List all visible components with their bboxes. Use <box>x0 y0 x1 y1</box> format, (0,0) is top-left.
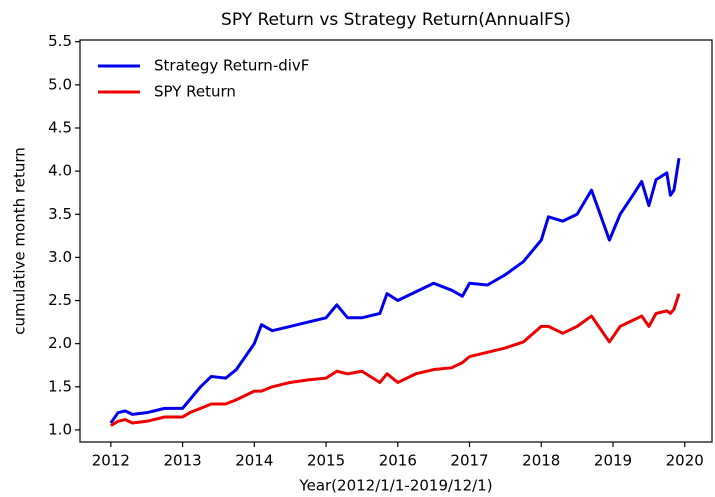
series-line <box>109 157 681 424</box>
y-tick-label: 3.5 <box>48 205 72 223</box>
y-tick-label: 1.0 <box>48 420 72 438</box>
y-tick-label: 5.5 <box>48 32 72 50</box>
x-tick-label: 2018 <box>522 452 560 470</box>
y-tick-label: 2.5 <box>48 291 72 309</box>
x-tick-label: 2019 <box>594 452 632 470</box>
y-tick-label: 1.5 <box>48 377 72 395</box>
legend-label: SPY Return <box>154 83 236 101</box>
y-tick-label: 3.0 <box>48 248 72 266</box>
y-tick-label: 4.0 <box>48 162 72 180</box>
x-axis-label: Year(2012/1/1-2019/12/1) <box>298 477 492 495</box>
series-line <box>110 293 681 427</box>
y-tick-label: 5.0 <box>48 75 72 93</box>
x-tick-label: 2016 <box>379 452 417 470</box>
x-tick-label: 2012 <box>92 452 130 470</box>
y-tick-label: 4.5 <box>48 118 72 136</box>
x-tick-label: 2015 <box>307 452 345 470</box>
x-tick-label: 2020 <box>666 452 704 470</box>
x-tick-label: 2013 <box>163 452 201 470</box>
y-axis-label: cumulative month return <box>11 147 29 334</box>
x-tick-label: 2014 <box>235 452 273 470</box>
y-tick-label: 2.0 <box>48 334 72 352</box>
x-tick-label: 2017 <box>450 452 488 470</box>
chart-title: SPY Return vs Strategy Return(AnnualFS) <box>221 10 571 30</box>
legend-label: Strategy Return-divF <box>154 57 309 75</box>
plot-frame <box>79 39 713 443</box>
